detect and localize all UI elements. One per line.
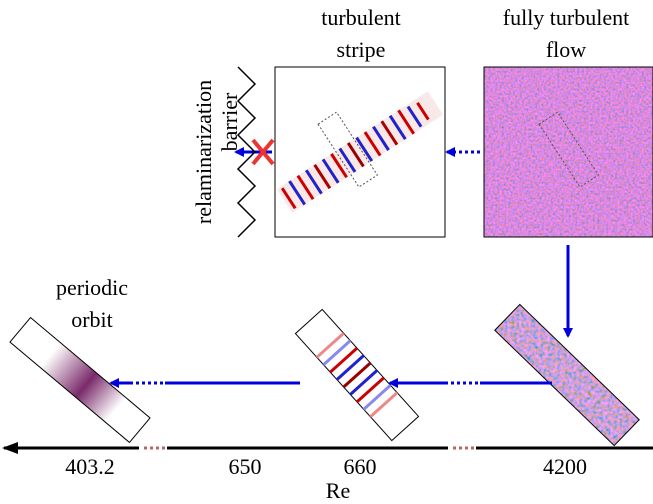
barrier-label: relaminarization	[191, 80, 216, 224]
axis-tick-label: 4200	[543, 454, 587, 479]
blocked-mark	[251, 138, 275, 166]
barrier-label: barrier	[217, 92, 242, 151]
orbit-label: periodic	[56, 275, 128, 300]
axis-tick-label: 660	[344, 454, 377, 479]
turbulent-label: flow	[546, 37, 586, 62]
stripe-label: turbulent	[321, 5, 400, 30]
barrier-zigzag	[236, 66, 257, 238]
orbit-label: orbit	[71, 307, 113, 332]
stripe-panel-small	[294, 308, 420, 442]
orbit-panel	[9, 316, 151, 444]
turbulent-label: fully turbulent	[503, 5, 629, 30]
turbulent-panel	[483, 66, 653, 238]
axis-tick-label: 650	[229, 454, 262, 479]
axis-tick-label: 403.2	[65, 454, 115, 479]
stripe-panel	[274, 66, 446, 238]
stripe-label: stripe	[337, 37, 386, 62]
turbulent-panel-small	[494, 303, 640, 447]
axis-label: Re	[326, 478, 350, 503]
